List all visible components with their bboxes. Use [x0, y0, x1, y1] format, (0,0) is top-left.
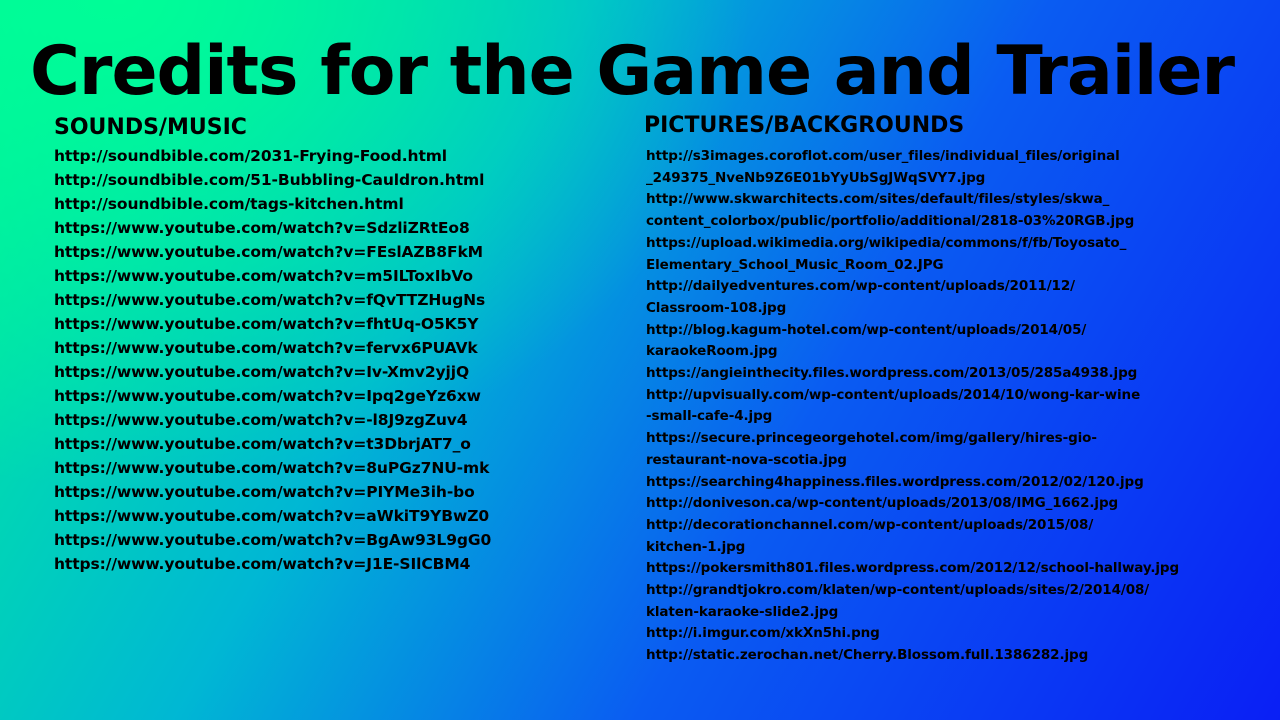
- picture-credit-link: http://doniveson.ca/wp-content/uploads/2…: [646, 493, 1264, 515]
- picture-credit-line: content_colorbox/public/portfolio/additi…: [646, 213, 1135, 230]
- picture-credit-line: http://grandtjokro.com/klaten/wp-content…: [646, 582, 1150, 599]
- picture-credit-line: Classroom-108.jpg: [646, 299, 787, 316]
- picture-credit-link: https://pokersmith801.files.wordpress.co…: [646, 558, 1264, 580]
- pictures-backgrounds-heading: PICTURES/BACKGROUNDS: [644, 113, 965, 138]
- sound-credit-link: https://www.youtube.com/watch?v=m5ILToxI…: [54, 267, 473, 285]
- sound-credit-link: https://www.youtube.com/watch?v=fhtUq-O5…: [54, 315, 479, 333]
- picture-credit-line: http://static.zerochan.net/Cherry.Blosso…: [646, 647, 1089, 664]
- picture-credit-line: _249375_NveNb9Z6E01bYyUbSgJWqSVY7.jpg: [646, 169, 986, 186]
- sounds-music-heading: SOUNDS/MUSIC: [54, 115, 247, 140]
- picture-credit-link: https://searching4happiness.files.wordpr…: [646, 472, 1264, 494]
- picture-credit-line: http://www.skwarchitects.com/sites/defau…: [646, 191, 1110, 208]
- sound-credit-link: https://www.youtube.com/watch?v=J1E-SIlC…: [54, 555, 471, 573]
- picture-credit-line: http://blog.kagum-hotel.com/wp-content/u…: [646, 321, 1087, 338]
- picture-credit-line: http://i.imgur.com/xkXn5hi.png: [646, 625, 880, 642]
- picture-credit-link: http://decorationchannel.com/wp-content/…: [646, 515, 1264, 558]
- sound-credit-link: http://soundbible.com/tags-kitchen.html: [54, 195, 404, 213]
- sound-credit-link: https://www.youtube.com/watch?v=aWkiT9YB…: [54, 507, 490, 525]
- sound-credit-link: https://www.youtube.com/watch?v=t3DbrjAT…: [54, 435, 471, 453]
- sound-credit-link: https://www.youtube.com/watch?v=PIYMe3ih…: [54, 483, 475, 501]
- sound-credit-link: https://www.youtube.com/watch?v=fQvTTZHu…: [54, 291, 486, 309]
- picture-credit-line: http://dailyedventures.com/wp-content/up…: [646, 278, 1075, 295]
- picture-credit-link: https://angieinthecity.files.wordpress.c…: [646, 363, 1264, 385]
- picture-credit-link: https://secure.princegeorgehotel.com/img…: [646, 428, 1264, 471]
- pictures-backgrounds-section: PICTURES/BACKGROUNDS http://s3images.cor…: [644, 110, 1264, 667]
- picture-credit-line: http://decorationchannel.com/wp-content/…: [646, 516, 1094, 533]
- sound-credit-link: https://www.youtube.com/watch?v=BgAw93L9…: [54, 531, 492, 549]
- picture-credit-link: http://dailyedventures.com/wp-content/up…: [646, 276, 1264, 319]
- picture-credit-line: https://upload.wikimedia.org/wikipedia/c…: [646, 234, 1127, 251]
- picture-credit-line: https://searching4happiness.files.wordpr…: [646, 473, 1144, 490]
- picture-credit-link: http://www.skwarchitects.com/sites/defau…: [646, 189, 1264, 232]
- page-title: Credits for the Game and Trailer: [30, 32, 1235, 111]
- picture-credit-link: http://i.imgur.com/xkXn5hi.png: [646, 623, 1264, 645]
- picture-credit-line: -small-cafe-4.jpg: [646, 408, 773, 425]
- picture-credit-line: klaten-karaoke-slide2.jpg: [646, 603, 839, 620]
- pictures-backgrounds-list: http://s3images.coroflot.com/user_files/…: [646, 146, 1264, 667]
- picture-credit-line: http://doniveson.ca/wp-content/uploads/2…: [646, 495, 1119, 512]
- sound-credit-link: https://www.youtube.com/watch?v=fervx6PU…: [54, 339, 478, 357]
- picture-credit-line: kitchen-1.jpg: [646, 538, 746, 555]
- sounds-music-section: SOUNDS/MUSIC http://soundbible.com/2031-…: [54, 112, 614, 576]
- sound-credit-link: https://www.youtube.com/watch?v=FEslAZB8…: [54, 243, 483, 261]
- picture-credit-line: http://upvisually.com/wp-content/uploads…: [646, 386, 1141, 403]
- picture-credit-line: restaurant-nova-scotia.jpg: [646, 451, 847, 468]
- picture-credit-link: http://grandtjokro.com/klaten/wp-content…: [646, 580, 1264, 623]
- picture-credit-line: https://angieinthecity.files.wordpress.c…: [646, 365, 1138, 382]
- picture-credit-link: http://s3images.coroflot.com/user_files/…: [646, 146, 1264, 189]
- picture-credit-line: http://s3images.coroflot.com/user_files/…: [646, 148, 1120, 164]
- picture-credit-link: http://static.zerochan.net/Cherry.Blosso…: [646, 645, 1264, 667]
- sound-credit-link: https://www.youtube.com/watch?v=8uPGz7NU…: [54, 459, 490, 477]
- picture-credit-link: http://upvisually.com/wp-content/uploads…: [646, 385, 1264, 428]
- sounds-music-list: http://soundbible.com/2031-Frying-Food.h…: [54, 144, 614, 576]
- picture-credit-line: karaokeRoom.jpg: [646, 343, 778, 360]
- picture-credit-line: https://pokersmith801.files.wordpress.co…: [646, 560, 1180, 577]
- picture-credit-line: https://secure.princegeorgehotel.com/img…: [646, 430, 1097, 447]
- sound-credit-link: https://www.youtube.com/watch?v=SdzliZRt…: [54, 219, 470, 237]
- picture-credit-link: http://blog.kagum-hotel.com/wp-content/u…: [646, 320, 1264, 363]
- sound-credit-link: http://soundbible.com/2031-Frying-Food.h…: [54, 147, 448, 165]
- picture-credit-line: Elementary_School_Music_Room_02.JPG: [646, 256, 944, 273]
- sound-credit-link: https://www.youtube.com/watch?v=-l8J9zgZ…: [54, 411, 468, 429]
- sound-credit-link: http://soundbible.com/51-Bubbling-Cauldr…: [54, 171, 485, 189]
- sound-credit-link: https://www.youtube.com/watch?v=Ipq2geYz…: [54, 387, 481, 405]
- picture-credit-link: https://upload.wikimedia.org/wikipedia/c…: [646, 233, 1264, 276]
- sound-credit-link: https://www.youtube.com/watch?v=Iv-Xmv2y…: [54, 363, 470, 381]
